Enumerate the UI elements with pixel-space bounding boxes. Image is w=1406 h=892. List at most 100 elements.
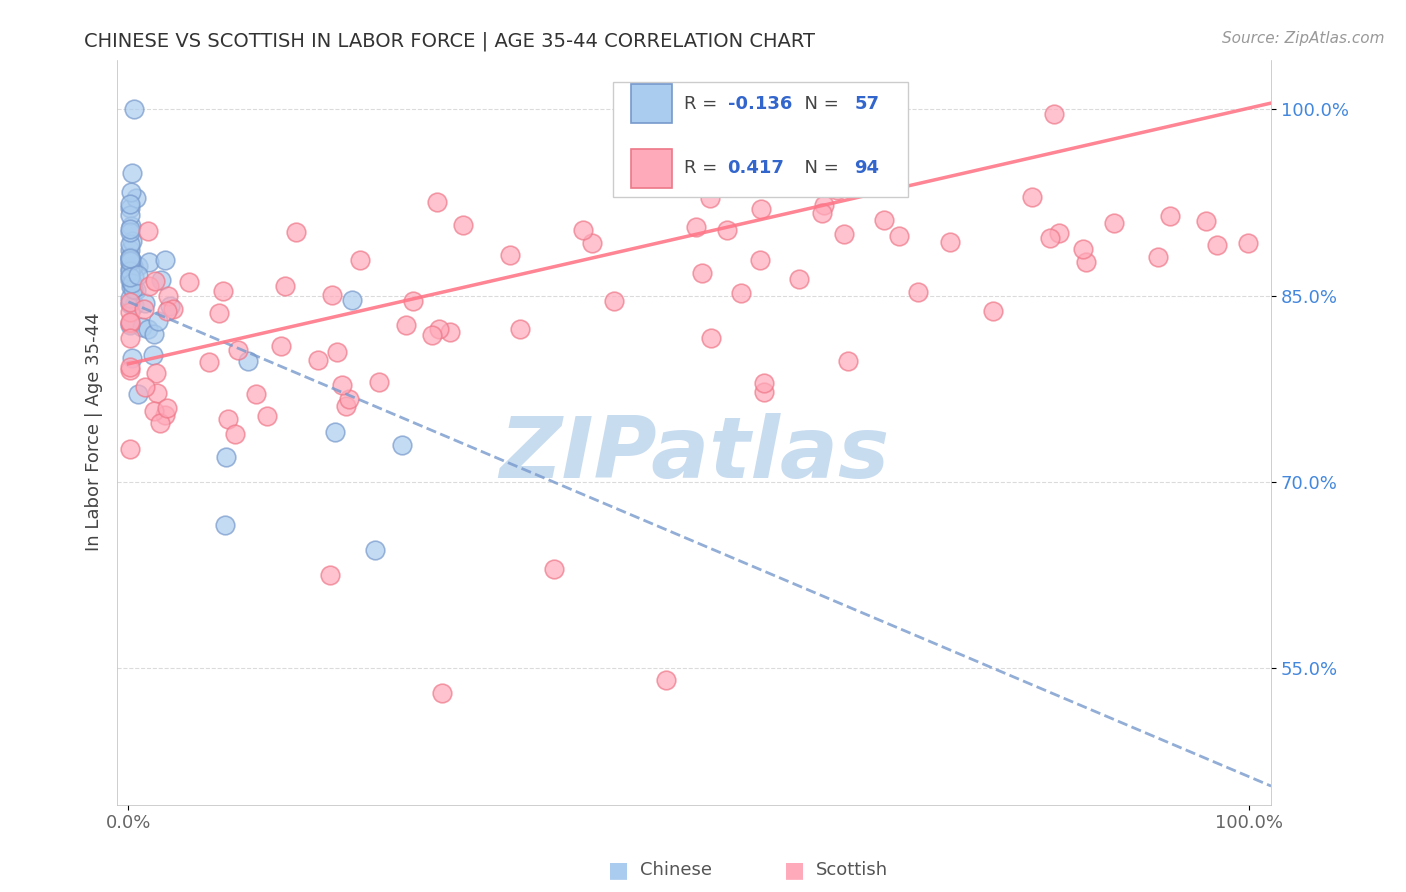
Text: R =: R = [683,95,723,112]
Point [118,315,141,329]
Point [118,262,141,277]
Point [118,294,141,309]
Point [217,412,239,426]
Point [581,235,603,250]
Point [136,322,159,336]
Point [148,416,170,430]
Point [430,686,453,700]
Point [395,318,418,332]
Point [198,355,221,369]
Point [1039,231,1062,245]
Point [813,198,835,212]
Point [349,253,371,268]
Point [367,375,389,389]
Text: 94: 94 [855,160,880,178]
Point [245,386,267,401]
Text: N =: N = [793,95,845,112]
Point [120,251,142,265]
Point [118,363,141,377]
Text: Scottish: Scottish [815,861,887,879]
Point [337,392,360,406]
Point [1047,226,1070,240]
Point [749,252,772,267]
Point [690,266,713,280]
Point [122,259,145,273]
Point [148,313,170,327]
Point [208,306,231,320]
Point [571,223,593,237]
Point [118,264,141,278]
Text: CHINESE VS SCOTTISH IN LABOR FORCE | AGE 35-44 CORRELATION CHART: CHINESE VS SCOTTISH IN LABOR FORCE | AGE… [84,31,815,51]
Text: R =: R = [683,160,723,178]
Point [121,276,143,290]
Point [939,235,962,250]
Point [143,274,166,288]
Point [156,303,179,318]
Point [270,339,292,353]
Point [808,173,831,187]
Point [142,404,165,418]
Point [499,248,522,262]
Point [136,224,159,238]
Point [226,343,249,357]
Point [214,518,236,533]
Point [118,270,141,285]
Point [340,293,363,307]
Point [1195,214,1218,228]
Point [127,387,149,401]
Text: ■: ■ [609,860,628,880]
Point [335,400,357,414]
Point [118,251,141,265]
Text: ZIPatlas: ZIPatlas [499,413,889,496]
Point [749,202,772,216]
Point [149,273,172,287]
Point [118,360,141,375]
Point [832,227,855,241]
Point [685,219,707,234]
Point [118,330,141,344]
Point [603,293,626,308]
Text: 57: 57 [855,95,880,112]
Y-axis label: In Labor Force | Age 35-44: In Labor Force | Age 35-44 [86,313,103,551]
Point [121,166,143,180]
Point [887,228,910,243]
Point [543,562,565,576]
Point [120,254,142,268]
Point [907,285,929,300]
Point [127,268,149,282]
Point [125,284,148,298]
Point [121,351,143,366]
Point [752,376,775,391]
Point [118,318,141,333]
Point [1146,250,1168,264]
Point [132,302,155,317]
FancyBboxPatch shape [613,82,908,197]
Point [121,276,143,290]
Point [1073,242,1095,256]
Point [716,223,738,237]
Point [138,279,160,293]
Point [1074,254,1097,268]
Point [752,384,775,399]
Point [120,442,142,456]
Point [981,303,1004,318]
Point [121,234,143,248]
Point [120,305,142,319]
Point [285,225,308,239]
Point [427,322,450,336]
Point [730,285,752,300]
Point [118,268,141,282]
Point [811,206,834,220]
Point [655,673,678,688]
Point [700,330,723,344]
Point [224,426,246,441]
Point [120,252,142,267]
Point [274,279,297,293]
Point [323,425,346,439]
Point [1205,238,1227,252]
Point [120,219,142,233]
Point [787,272,810,286]
Point [122,297,145,311]
Point [120,185,142,199]
Point [1159,209,1181,223]
